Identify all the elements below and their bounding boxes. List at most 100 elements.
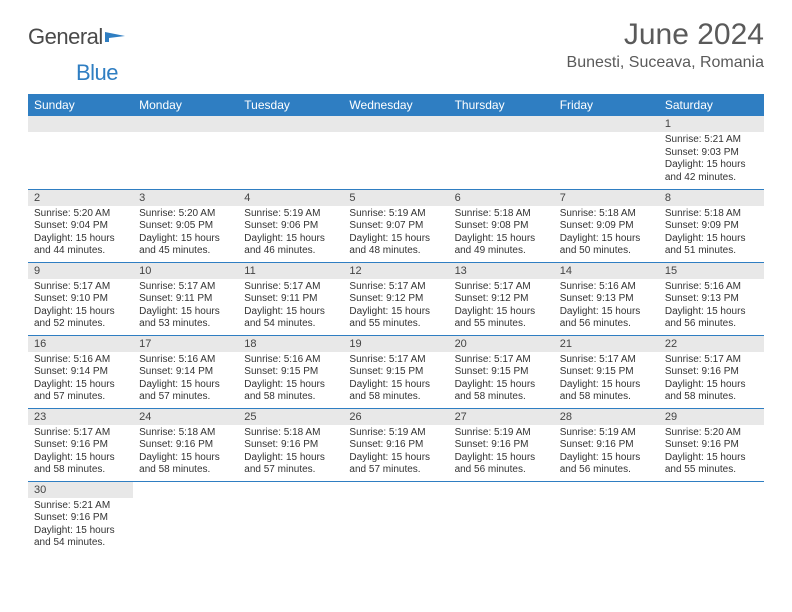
day-number: 13 (449, 263, 554, 279)
calendar-table: SundayMondayTuesdayWednesdayThursdayFrid… (28, 94, 764, 554)
calendar-day-cell: 14Sunrise: 5:16 AMSunset: 9:13 PMDayligh… (554, 262, 659, 335)
calendar-day-cell: 17Sunrise: 5:16 AMSunset: 9:14 PMDayligh… (133, 335, 238, 408)
day-content: Sunrise: 5:18 AMSunset: 9:09 PMDaylight:… (554, 206, 659, 262)
day-content: Sunrise: 5:19 AMSunset: 9:06 PMDaylight:… (238, 206, 343, 262)
calendar-day-cell: 9Sunrise: 5:17 AMSunset: 9:10 PMDaylight… (28, 262, 133, 335)
day-content: Sunrise: 5:20 AMSunset: 9:05 PMDaylight:… (133, 206, 238, 262)
day-number: 22 (659, 336, 764, 352)
calendar-page: General Blue June 2024 Bunesti, Suceava, … (0, 0, 792, 572)
calendar-day-cell: 18Sunrise: 5:16 AMSunset: 9:15 PMDayligh… (238, 335, 343, 408)
day-number: 14 (554, 263, 659, 279)
empty-daynum (554, 116, 659, 132)
flag-icon (105, 24, 129, 50)
day-content: Sunrise: 5:17 AMSunset: 9:11 PMDaylight:… (238, 279, 343, 335)
month-title: June 2024 (567, 18, 764, 52)
day-number: 18 (238, 336, 343, 352)
logo-text: General Blue (28, 24, 129, 86)
day-content: Sunrise: 5:20 AMSunset: 9:16 PMDaylight:… (659, 425, 764, 481)
day-number: 4 (238, 190, 343, 206)
day-content: Sunrise: 5:18 AMSunset: 9:16 PMDaylight:… (133, 425, 238, 481)
day-number: 20 (449, 336, 554, 352)
calendar-week-row: 1Sunrise: 5:21 AMSunset: 9:03 PMDaylight… (28, 116, 764, 189)
calendar-empty-cell (343, 481, 448, 554)
day-content: Sunrise: 5:16 AMSunset: 9:14 PMDaylight:… (28, 352, 133, 408)
day-number: 15 (659, 263, 764, 279)
day-number: 5 (343, 190, 448, 206)
calendar-empty-cell (449, 481, 554, 554)
calendar-day-cell: 12Sunrise: 5:17 AMSunset: 9:12 PMDayligh… (343, 262, 448, 335)
empty-daynum (133, 116, 238, 132)
day-number: 28 (554, 409, 659, 425)
day-number: 19 (343, 336, 448, 352)
day-content: Sunrise: 5:17 AMSunset: 9:15 PMDaylight:… (343, 352, 448, 408)
day-number: 26 (343, 409, 448, 425)
day-content: Sunrise: 5:17 AMSunset: 9:15 PMDaylight:… (449, 352, 554, 408)
calendar-day-cell: 3Sunrise: 5:20 AMSunset: 9:05 PMDaylight… (133, 189, 238, 262)
calendar-day-cell: 2Sunrise: 5:20 AMSunset: 9:04 PMDaylight… (28, 189, 133, 262)
calendar-day-cell: 20Sunrise: 5:17 AMSunset: 9:15 PMDayligh… (449, 335, 554, 408)
day-content: Sunrise: 5:19 AMSunset: 9:16 PMDaylight:… (343, 425, 448, 481)
day-number: 27 (449, 409, 554, 425)
calendar-empty-cell (554, 481, 659, 554)
calendar-day-cell: 5Sunrise: 5:19 AMSunset: 9:07 PMDaylight… (343, 189, 448, 262)
calendar-day-cell: 19Sunrise: 5:17 AMSunset: 9:15 PMDayligh… (343, 335, 448, 408)
day-content: Sunrise: 5:17 AMSunset: 9:16 PMDaylight:… (28, 425, 133, 481)
empty-daynum (238, 116, 343, 132)
calendar-day-cell: 6Sunrise: 5:18 AMSunset: 9:08 PMDaylight… (449, 189, 554, 262)
day-content: Sunrise: 5:19 AMSunset: 9:16 PMDaylight:… (449, 425, 554, 481)
day-content: Sunrise: 5:18 AMSunset: 9:08 PMDaylight:… (449, 206, 554, 262)
day-number: 25 (238, 409, 343, 425)
calendar-day-cell: 29Sunrise: 5:20 AMSunset: 9:16 PMDayligh… (659, 408, 764, 481)
day-content: Sunrise: 5:16 AMSunset: 9:15 PMDaylight:… (238, 352, 343, 408)
weekday-header: Wednesday (343, 94, 448, 116)
logo-word-blue: Blue (76, 60, 118, 85)
day-content: Sunrise: 5:16 AMSunset: 9:14 PMDaylight:… (133, 352, 238, 408)
calendar-week-row: 30Sunrise: 5:21 AMSunset: 9:16 PMDayligh… (28, 481, 764, 554)
calendar-empty-cell (133, 481, 238, 554)
day-number: 21 (554, 336, 659, 352)
day-number: 7 (554, 190, 659, 206)
calendar-day-cell: 28Sunrise: 5:19 AMSunset: 9:16 PMDayligh… (554, 408, 659, 481)
calendar-empty-cell (449, 116, 554, 189)
day-content: Sunrise: 5:17 AMSunset: 9:10 PMDaylight:… (28, 279, 133, 335)
calendar-empty-cell (238, 116, 343, 189)
calendar-empty-cell (659, 481, 764, 554)
calendar-day-cell: 23Sunrise: 5:17 AMSunset: 9:16 PMDayligh… (28, 408, 133, 481)
day-content: Sunrise: 5:19 AMSunset: 9:16 PMDaylight:… (554, 425, 659, 481)
day-number: 1 (659, 116, 764, 132)
calendar-day-cell: 21Sunrise: 5:17 AMSunset: 9:15 PMDayligh… (554, 335, 659, 408)
logo-word-general: General (28, 24, 103, 49)
empty-daynum (28, 116, 133, 132)
calendar-week-row: 23Sunrise: 5:17 AMSunset: 9:16 PMDayligh… (28, 408, 764, 481)
day-number: 10 (133, 263, 238, 279)
weekday-header: Tuesday (238, 94, 343, 116)
calendar-empty-cell (343, 116, 448, 189)
calendar-empty-cell (133, 116, 238, 189)
day-number: 9 (28, 263, 133, 279)
day-number: 8 (659, 190, 764, 206)
weekday-header: Saturday (659, 94, 764, 116)
day-content: Sunrise: 5:17 AMSunset: 9:16 PMDaylight:… (659, 352, 764, 408)
calendar-day-cell: 1Sunrise: 5:21 AMSunset: 9:03 PMDaylight… (659, 116, 764, 189)
day-content: Sunrise: 5:17 AMSunset: 9:12 PMDaylight:… (449, 279, 554, 335)
calendar-day-cell: 11Sunrise: 5:17 AMSunset: 9:11 PMDayligh… (238, 262, 343, 335)
weekday-header-row: SundayMondayTuesdayWednesdayThursdayFrid… (28, 94, 764, 116)
weekday-header: Thursday (449, 94, 554, 116)
day-number: 12 (343, 263, 448, 279)
calendar-week-row: 16Sunrise: 5:16 AMSunset: 9:14 PMDayligh… (28, 335, 764, 408)
calendar-day-cell: 10Sunrise: 5:17 AMSunset: 9:11 PMDayligh… (133, 262, 238, 335)
calendar-day-cell: 15Sunrise: 5:16 AMSunset: 9:13 PMDayligh… (659, 262, 764, 335)
calendar-day-cell: 25Sunrise: 5:18 AMSunset: 9:16 PMDayligh… (238, 408, 343, 481)
weekday-header: Monday (133, 94, 238, 116)
day-content: Sunrise: 5:21 AMSunset: 9:16 PMDaylight:… (28, 498, 133, 554)
calendar-day-cell: 27Sunrise: 5:19 AMSunset: 9:16 PMDayligh… (449, 408, 554, 481)
calendar-empty-cell (28, 116, 133, 189)
weekday-header: Sunday (28, 94, 133, 116)
day-number: 16 (28, 336, 133, 352)
day-content: Sunrise: 5:19 AMSunset: 9:07 PMDaylight:… (343, 206, 448, 262)
location-text: Bunesti, Suceava, Romania (567, 54, 764, 72)
calendar-day-cell: 4Sunrise: 5:19 AMSunset: 9:06 PMDaylight… (238, 189, 343, 262)
day-number: 11 (238, 263, 343, 279)
day-number: 2 (28, 190, 133, 206)
day-number: 24 (133, 409, 238, 425)
